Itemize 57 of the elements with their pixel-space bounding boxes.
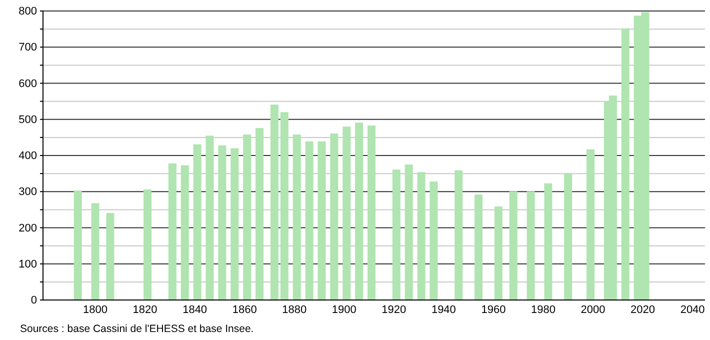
bar xyxy=(509,191,518,300)
bar xyxy=(318,141,326,300)
x-tick-label: 1820 xyxy=(132,304,158,316)
bar xyxy=(564,173,572,300)
x-tick-label: 1980 xyxy=(530,304,556,316)
x-tick-label: 2020 xyxy=(630,304,656,316)
x-tick-label: 1860 xyxy=(232,304,257,316)
bar xyxy=(270,104,278,300)
bar xyxy=(292,134,301,300)
source-note: Sources : base Cassini de l'EHESS et base Insee. xyxy=(20,323,254,335)
y-tick-label: 0 xyxy=(30,294,37,307)
bar xyxy=(430,182,438,300)
bar xyxy=(91,203,100,300)
y-tick-label: 700 xyxy=(18,42,37,54)
bar xyxy=(494,206,502,300)
x-tick-label: 2040 xyxy=(680,304,705,316)
x-tick-label: 1960 xyxy=(481,304,506,316)
bar xyxy=(404,164,413,300)
y-tick-label: 600 xyxy=(18,78,37,90)
bar xyxy=(168,163,176,300)
y-tick-label: 800 xyxy=(18,6,37,18)
y-tick-label: 500 xyxy=(18,114,37,126)
bar xyxy=(206,136,214,300)
x-tick-label: 1800 xyxy=(83,304,108,316)
bar xyxy=(392,170,400,300)
bar xyxy=(256,128,264,300)
x-tick-label: 2000 xyxy=(580,304,606,316)
y-tick-label: 300 xyxy=(18,186,37,198)
bar xyxy=(193,144,202,300)
x-tick-label: 1840 xyxy=(182,304,208,316)
x-tick-label: 1880 xyxy=(282,304,307,316)
bar xyxy=(586,149,595,300)
bar xyxy=(342,126,351,300)
bar xyxy=(355,122,364,300)
y-tick-label: 400 xyxy=(18,150,37,162)
x-tick-label: 1900 xyxy=(332,304,356,316)
bar xyxy=(526,191,535,300)
bar xyxy=(243,134,252,300)
y-tick-label: 100 xyxy=(18,258,37,270)
x-tick-label: 1920 xyxy=(382,304,406,316)
bar xyxy=(106,212,114,300)
bar xyxy=(74,190,82,300)
bar xyxy=(144,189,152,300)
bar xyxy=(330,133,338,300)
bar xyxy=(230,148,239,300)
bar xyxy=(368,126,376,300)
bar xyxy=(417,172,426,300)
x-tick-label: 1940 xyxy=(431,304,456,316)
bar xyxy=(180,165,189,300)
bar xyxy=(218,145,226,300)
bar xyxy=(454,170,463,300)
bar xyxy=(621,28,630,300)
bar xyxy=(280,112,288,300)
bar xyxy=(544,183,552,300)
bar xyxy=(305,141,314,300)
bar xyxy=(474,194,483,300)
y-tick-label: 200 xyxy=(18,222,37,234)
